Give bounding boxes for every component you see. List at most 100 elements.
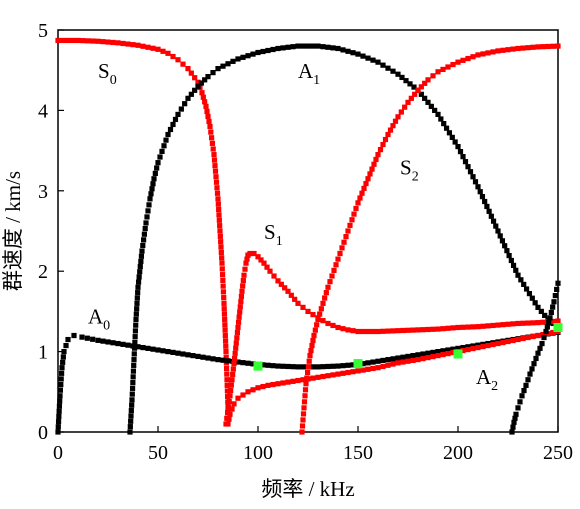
data-point bbox=[443, 125, 450, 131]
data-point bbox=[214, 185, 220, 191]
data-point bbox=[307, 353, 313, 359]
data-point bbox=[245, 389, 251, 395]
data-point bbox=[275, 363, 281, 369]
data-point bbox=[229, 406, 235, 412]
data-point bbox=[159, 148, 165, 155]
data-point bbox=[395, 114, 401, 120]
data-point bbox=[160, 48, 166, 54]
data-point bbox=[255, 49, 261, 56]
data-point bbox=[377, 146, 384, 153]
data-point bbox=[325, 363, 331, 370]
data-point bbox=[472, 179, 479, 185]
data-point bbox=[525, 320, 531, 326]
data-point bbox=[315, 374, 321, 380]
data-point bbox=[390, 356, 396, 362]
data-point bbox=[363, 180, 369, 187]
data-point bbox=[178, 106, 184, 112]
data-point bbox=[460, 324, 466, 330]
data-point bbox=[250, 361, 256, 367]
data-point bbox=[365, 328, 371, 335]
data-point bbox=[138, 258, 144, 265]
data-point bbox=[132, 328, 139, 334]
data-point bbox=[523, 286, 530, 292]
data-point bbox=[400, 359, 406, 365]
data-point bbox=[228, 387, 234, 394]
data-point bbox=[490, 341, 496, 348]
data-point bbox=[370, 359, 376, 365]
data-point bbox=[510, 46, 516, 52]
data-point bbox=[270, 363, 276, 369]
data-point bbox=[552, 292, 558, 299]
data-point bbox=[60, 359, 66, 365]
data-point bbox=[192, 87, 198, 93]
data-point bbox=[57, 387, 63, 393]
data-point bbox=[220, 283, 226, 289]
data-point bbox=[79, 334, 85, 340]
y-axis-title: 群速度 / km/s bbox=[1, 171, 25, 291]
data-point bbox=[462, 159, 469, 165]
data-point bbox=[517, 399, 523, 405]
data-point bbox=[495, 228, 501, 234]
data-point bbox=[365, 366, 371, 372]
data-point bbox=[460, 347, 466, 354]
data-point bbox=[157, 154, 163, 160]
data-point bbox=[285, 363, 291, 370]
data-point bbox=[450, 61, 456, 68]
data-point bbox=[301, 399, 308, 405]
data-point bbox=[63, 342, 69, 349]
data-point bbox=[500, 322, 506, 328]
data-point bbox=[135, 344, 141, 350]
data-point bbox=[60, 354, 66, 360]
data-point bbox=[323, 290, 329, 296]
data-point bbox=[525, 334, 531, 341]
data-point bbox=[455, 345, 461, 351]
data-point bbox=[345, 228, 351, 234]
data-point bbox=[125, 342, 131, 348]
data-point bbox=[115, 340, 121, 347]
data-point bbox=[200, 354, 206, 360]
data-point bbox=[405, 353, 411, 360]
data-point bbox=[387, 127, 394, 133]
data-point bbox=[160, 348, 166, 354]
data-point bbox=[56, 403, 63, 409]
data-point bbox=[182, 101, 188, 107]
data-point bbox=[225, 61, 231, 67]
data-point bbox=[508, 257, 514, 264]
data-point bbox=[154, 165, 160, 171]
data-point bbox=[465, 164, 471, 170]
data-point bbox=[209, 140, 215, 146]
data-point bbox=[504, 248, 510, 254]
data-point bbox=[544, 324, 550, 330]
data-point bbox=[360, 53, 366, 59]
data-point bbox=[132, 334, 138, 340]
data-point bbox=[199, 90, 205, 96]
data-point bbox=[440, 352, 446, 358]
data-point bbox=[265, 362, 271, 368]
data-point bbox=[210, 70, 216, 76]
data-point bbox=[299, 423, 306, 429]
data-point bbox=[475, 324, 481, 330]
data-point bbox=[220, 357, 226, 363]
data-point bbox=[230, 366, 236, 372]
data-point bbox=[84, 335, 90, 341]
data-point bbox=[58, 376, 64, 382]
data-point bbox=[531, 361, 537, 367]
data-point bbox=[202, 77, 208, 83]
data-point bbox=[422, 80, 428, 86]
data-point bbox=[500, 47, 506, 53]
data-point bbox=[535, 44, 541, 50]
data-point bbox=[330, 372, 336, 378]
data-point bbox=[502, 243, 508, 249]
data-point bbox=[230, 371, 236, 377]
data-point bbox=[305, 43, 311, 49]
data-point bbox=[385, 357, 391, 363]
data-point bbox=[215, 196, 221, 202]
data-point bbox=[402, 104, 408, 110]
data-point bbox=[361, 185, 367, 191]
data-point bbox=[115, 40, 121, 46]
data-point bbox=[405, 327, 411, 333]
data-point bbox=[545, 43, 551, 50]
data-point bbox=[510, 321, 516, 327]
data-point bbox=[548, 309, 554, 316]
data-point bbox=[310, 364, 316, 370]
